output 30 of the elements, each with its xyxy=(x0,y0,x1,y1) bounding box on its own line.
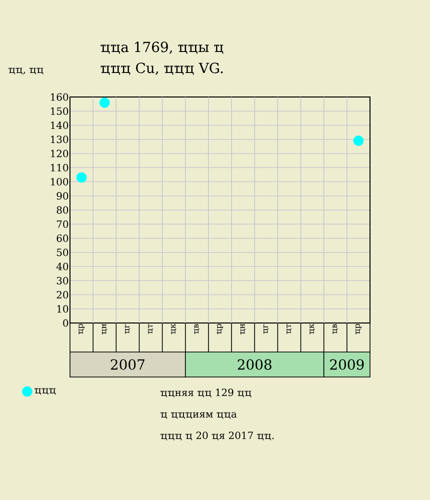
y-tick-label: 10 xyxy=(57,305,68,313)
y-tick-label: 20 xyxy=(56,290,68,299)
point xyxy=(76,172,87,183)
y-tick-label: 30 xyxy=(56,276,68,284)
y-tick-label: 70 xyxy=(56,220,68,228)
y-tick-label: 100 xyxy=(51,178,68,186)
y-tick-label: 110 xyxy=(51,164,68,172)
point xyxy=(353,136,364,146)
x2-tick-label: 2007 xyxy=(110,359,144,370)
text: ҵҵняя ҵҵ 129 ҵҵ xyxy=(160,388,252,398)
y-tick-label: 0 xyxy=(63,319,68,327)
y-tick-label: 40 xyxy=(56,262,68,270)
x2-tick-label: 2009 xyxy=(330,359,364,370)
y-axis-title: ҵҵ, ҵҵ xyxy=(8,68,44,74)
text: ҵ ҵҵҵиям ҵҵа xyxy=(160,412,237,419)
x2-tick-label: 2008 xyxy=(238,359,272,370)
y-tick-label: 80 xyxy=(56,206,68,214)
y-tick-label: 150 xyxy=(51,107,68,115)
chart-title: ҵҵа 1769, ҵҵы ҵ xyxy=(100,42,224,54)
y-tick-label: 90 xyxy=(56,192,68,200)
point xyxy=(99,97,110,108)
chart-subtitle: ҵҵҵ Cu, ҵҵҵ VG. xyxy=(100,62,223,75)
text: ҵҵҵ ҵ 20 ҵя 2017 ҵҵ. xyxy=(160,432,274,440)
y-tick-label: 50 xyxy=(56,248,68,256)
legend-label: ҵҵҵ xyxy=(34,388,56,395)
y-tick-label: 160 xyxy=(51,93,68,101)
y-tick-label: 120 xyxy=(51,150,68,158)
y-tick-label: 130 xyxy=(51,136,68,144)
y-tick-label: 140 xyxy=(51,121,68,130)
y-tick-label: 60 xyxy=(56,234,68,242)
